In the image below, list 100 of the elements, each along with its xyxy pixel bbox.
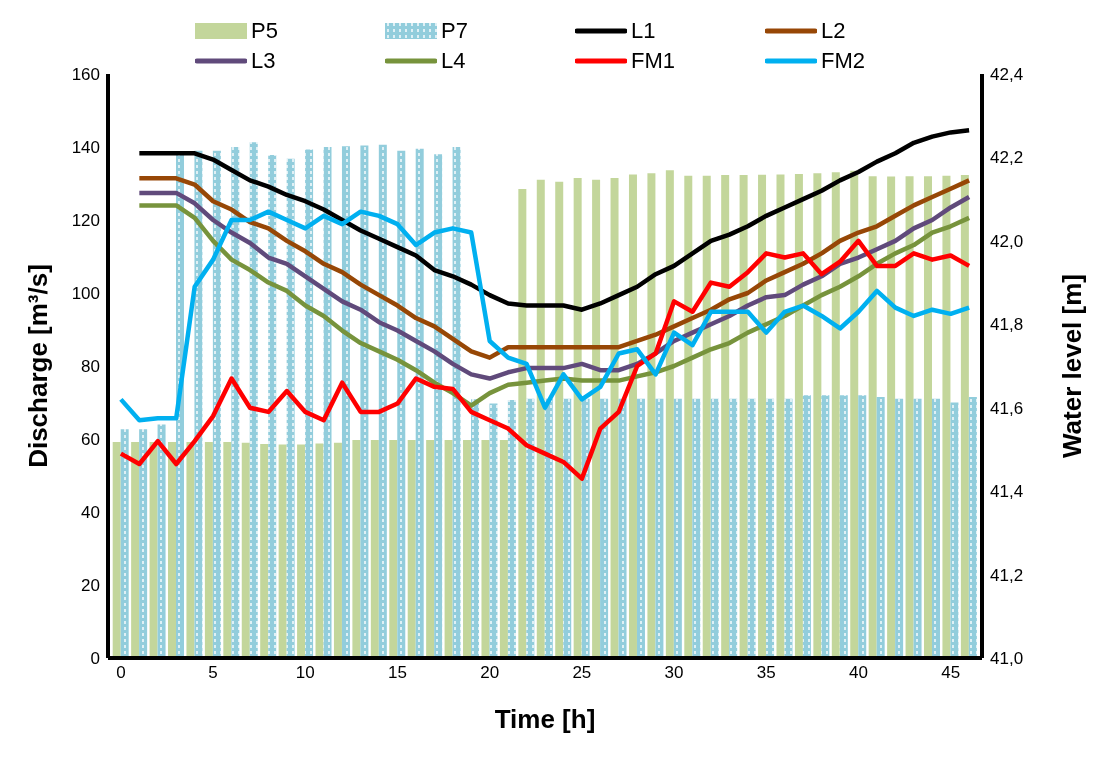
bar — [157, 424, 166, 658]
bar — [204, 441, 213, 658]
bar — [452, 147, 461, 658]
bar — [278, 444, 287, 658]
y2-tick-label: 41,8 — [990, 315, 1024, 335]
bar — [581, 398, 590, 658]
line-series — [137, 176, 972, 360]
y-tick-label: 0 — [90, 649, 100, 669]
bar — [323, 147, 332, 658]
x-tick-label: 5 — [208, 663, 218, 683]
bar — [426, 440, 435, 658]
bar — [526, 398, 535, 658]
x-tick-label: 40 — [849, 663, 868, 683]
bar — [665, 170, 674, 658]
bar — [858, 395, 867, 658]
y2-axis-title: Water level [m] — [1057, 274, 1088, 458]
y-tick-label: 40 — [81, 503, 100, 523]
legend-label: L4 — [441, 48, 466, 74]
y-tick-label: 140 — [71, 138, 100, 158]
bar — [776, 174, 785, 658]
bar — [352, 440, 361, 658]
bar — [592, 179, 601, 658]
bar — [186, 441, 195, 658]
bar — [850, 170, 859, 658]
bar — [231, 147, 240, 658]
bar — [120, 429, 129, 658]
y-tick-label: 20 — [81, 576, 100, 596]
bar — [729, 398, 738, 658]
legend-label: P7 — [441, 18, 468, 44]
bar — [149, 441, 158, 658]
y-tick-label: 60 — [81, 430, 100, 450]
bar — [518, 188, 527, 658]
bar — [131, 441, 140, 658]
legend-label: P5 — [251, 18, 278, 44]
bar — [341, 146, 350, 658]
bar — [905, 176, 914, 658]
bar — [968, 397, 977, 658]
bar — [784, 398, 793, 658]
bar — [563, 398, 572, 658]
y2-tick-label: 42,4 — [990, 65, 1024, 85]
bar — [434, 154, 443, 658]
bar — [721, 175, 730, 658]
bar — [544, 398, 553, 658]
x-axis-title: Time [h] — [494, 704, 596, 734]
y2-tick-label: 41,4 — [990, 482, 1024, 502]
bar — [139, 429, 148, 658]
x-tick-label: 30 — [664, 663, 684, 683]
legend-label: L3 — [251, 48, 276, 74]
x-tick-label: 25 — [572, 663, 592, 683]
bar — [333, 442, 342, 658]
bar — [739, 175, 748, 658]
bar — [315, 443, 324, 658]
bar — [600, 398, 609, 658]
bar — [378, 144, 387, 658]
bar — [924, 176, 932, 658]
bar — [536, 179, 545, 658]
y2-tick-label: 42,0 — [990, 231, 1024, 251]
bar — [692, 398, 701, 658]
bar — [471, 399, 480, 658]
y2-tick-label: 41,2 — [990, 565, 1024, 585]
bar — [260, 444, 269, 658]
legend-label: FM2 — [821, 48, 865, 74]
bar — [397, 150, 406, 658]
bar — [223, 441, 232, 658]
bar — [360, 145, 369, 658]
bar — [573, 178, 582, 658]
bar — [684, 175, 693, 658]
bar — [555, 181, 564, 658]
bar — [481, 440, 490, 658]
x-tick-label: 15 — [388, 663, 407, 683]
bar — [444, 440, 453, 658]
y-tick-label: 80 — [81, 357, 100, 377]
x-tick-label: 10 — [295, 663, 315, 683]
y-tick-label: 160 — [71, 65, 100, 85]
y2-tick-label: 41,6 — [990, 398, 1024, 418]
bar — [876, 397, 885, 658]
bar — [913, 398, 922, 658]
bar — [802, 395, 811, 658]
bar — [794, 174, 803, 658]
bar — [673, 398, 682, 658]
bar — [831, 172, 840, 658]
bar — [370, 440, 379, 658]
bar — [766, 398, 775, 658]
bar — [489, 403, 498, 658]
y2-tick-label: 41,0 — [990, 649, 1024, 669]
bar — [168, 441, 176, 658]
bar — [628, 174, 637, 658]
bar — [950, 402, 959, 658]
bar — [241, 442, 250, 658]
bar — [813, 173, 822, 658]
legend-label: L2 — [821, 18, 846, 44]
bar — [212, 150, 221, 658]
bar — [839, 395, 848, 658]
bar — [297, 444, 306, 658]
bar — [268, 155, 277, 658]
y-axis-title: Discharge [m³/s] — [23, 264, 54, 468]
bar — [305, 149, 314, 658]
bar — [507, 399, 516, 658]
line-series — [118, 238, 972, 481]
x-tick-label: 20 — [480, 663, 500, 683]
